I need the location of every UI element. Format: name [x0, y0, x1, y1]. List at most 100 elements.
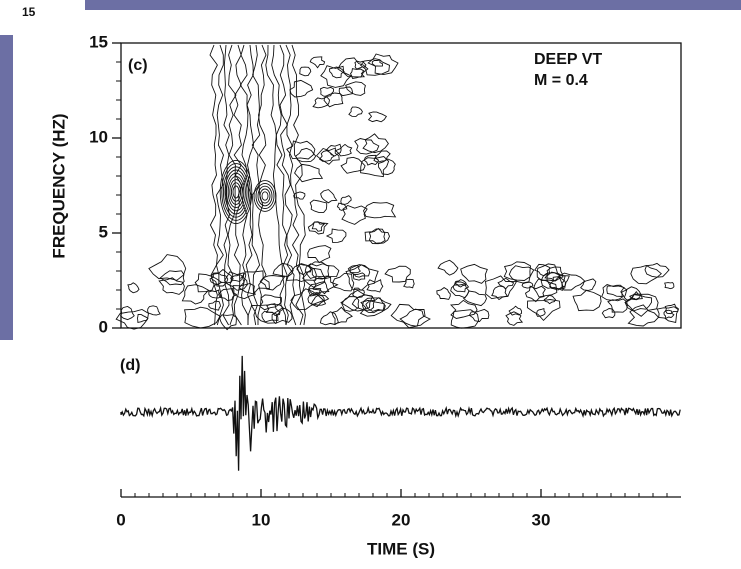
contour — [272, 262, 294, 278]
contour — [607, 298, 628, 313]
contour — [315, 147, 340, 165]
contour — [601, 308, 616, 319]
contour — [340, 289, 374, 312]
contour — [544, 266, 564, 282]
contour — [606, 284, 628, 297]
annotation: M = 0.4 — [534, 72, 588, 89]
contour — [367, 111, 388, 123]
panel-label: (d) — [120, 357, 140, 374]
contour — [259, 275, 286, 291]
contour — [312, 96, 330, 109]
panel-c-frame — [120, 42, 682, 329]
header-bar — [85, 0, 741, 10]
contour — [255, 182, 275, 210]
contour — [265, 44, 287, 326]
contour — [158, 277, 185, 295]
contour — [279, 44, 297, 326]
contour — [271, 44, 289, 326]
contour — [148, 254, 187, 281]
y-axis-label: FREQUENCY (HZ) — [49, 113, 68, 258]
contour — [219, 314, 237, 331]
contour — [540, 272, 566, 291]
contour — [627, 304, 660, 327]
contour — [535, 308, 546, 317]
contour — [334, 143, 353, 157]
contour — [349, 264, 371, 278]
contour — [271, 307, 293, 325]
contour — [363, 154, 380, 166]
contour — [452, 281, 470, 293]
contour — [294, 163, 324, 183]
contour — [159, 270, 185, 286]
contour — [656, 306, 679, 323]
contour — [543, 294, 557, 305]
contour — [644, 262, 670, 278]
contour — [359, 299, 385, 317]
seismogram — [120, 355, 681, 471]
page-number: 15 — [22, 5, 36, 19]
contour — [365, 297, 392, 312]
contour — [601, 283, 625, 301]
contour — [224, 271, 248, 291]
contour — [286, 140, 316, 160]
contour — [390, 303, 426, 329]
contour — [572, 290, 602, 312]
contour — [368, 227, 390, 245]
contour — [503, 261, 531, 281]
contour — [194, 273, 223, 293]
contour — [312, 276, 339, 295]
contour — [352, 272, 366, 281]
x-tick-label: 0 — [116, 510, 125, 529]
contour — [136, 314, 149, 323]
contour — [341, 204, 368, 225]
contour — [307, 245, 332, 264]
contour — [115, 309, 149, 330]
contour — [310, 294, 327, 306]
contour — [230, 182, 242, 202]
contour — [307, 221, 329, 235]
contour — [663, 309, 675, 320]
contour — [362, 202, 397, 219]
x-tick-label: 20 — [392, 510, 411, 529]
contour — [311, 221, 326, 232]
contour — [257, 185, 273, 207]
contour — [505, 311, 524, 326]
contour — [534, 263, 551, 277]
contour — [259, 294, 282, 311]
contour — [325, 228, 347, 243]
contour — [354, 60, 367, 70]
panel-label: (c) — [128, 57, 148, 74]
contour — [261, 191, 269, 201]
contour — [630, 265, 662, 285]
contour — [127, 282, 140, 294]
contour — [319, 86, 335, 97]
contour — [289, 79, 314, 98]
contour — [302, 267, 326, 288]
contour — [348, 106, 363, 117]
y-tick-label: 10 — [89, 127, 108, 146]
contour — [524, 285, 546, 303]
contour — [296, 263, 312, 276]
x-tick-label: 30 — [532, 510, 551, 529]
contour — [371, 59, 383, 67]
contour — [362, 297, 386, 314]
contour — [208, 289, 222, 299]
contour — [437, 259, 459, 276]
contour — [558, 272, 586, 291]
contour — [309, 56, 326, 69]
contour — [218, 288, 238, 302]
contour — [253, 180, 277, 212]
contour — [526, 299, 561, 322]
contour — [664, 303, 679, 315]
contour — [403, 278, 415, 289]
contour — [293, 191, 306, 200]
x-axis-label: TIME (S) — [367, 539, 435, 558]
contour — [399, 308, 431, 327]
contour — [232, 185, 240, 199]
contour — [184, 306, 221, 329]
contour — [230, 274, 244, 282]
contour-lines — [115, 44, 679, 331]
contour — [320, 65, 352, 88]
contour — [304, 263, 330, 280]
